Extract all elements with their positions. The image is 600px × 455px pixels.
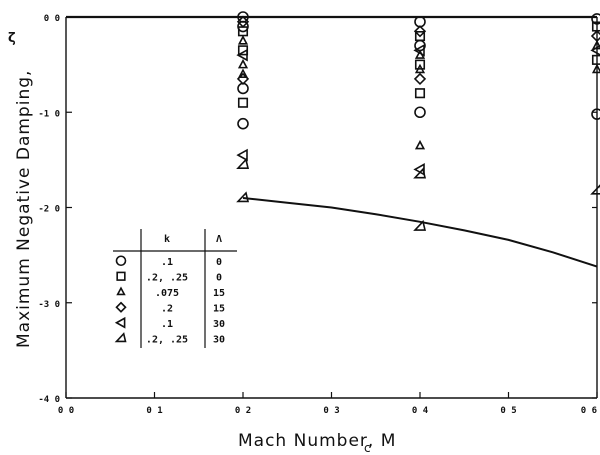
- data-point-square: [414, 88, 426, 99]
- data-point-square: [414, 30, 426, 42]
- data-point-diamond: [413, 72, 427, 86]
- fit-curve: [242, 197, 598, 268]
- x-tick-label: 0 4: [412, 406, 429, 416]
- data-point-triangle-left: [413, 43, 425, 57]
- legend-lambda-value: 30: [213, 319, 225, 330]
- y-axis-ticks: 0 0 -1 0 -2 0 -3 0 -4 0: [38, 14, 597, 405]
- x-tick-label: 0 0: [58, 406, 74, 416]
- legend-symbol-circle: [115, 255, 127, 267]
- fit-curve-layer: [242, 197, 598, 268]
- data-point-triangle-small: [237, 35, 249, 45]
- legend-k-value: .075: [155, 288, 179, 299]
- x-tick-label: 0 2: [235, 406, 251, 416]
- y-tick-label: 0 0: [44, 14, 60, 24]
- data-point-triangle-flag: [413, 167, 427, 179]
- legend-header-lambda: Λ: [216, 234, 222, 245]
- data-point-circle: [237, 117, 249, 130]
- data-point-diamond: [236, 15, 250, 28]
- data-point-triangle-left: [236, 148, 248, 162]
- x-tick-label: 0 3: [323, 406, 339, 416]
- data-point-triangle-small: [591, 63, 600, 74]
- y-tick-label: -4 0: [38, 395, 60, 405]
- legend-k-value: .1: [161, 257, 173, 268]
- y-axis-title: Maximum Negative Damping,: [14, 70, 34, 348]
- legend-k-value: .1: [161, 319, 173, 330]
- data-point-triangle-left: [590, 44, 600, 56]
- legend-lambda-value: 0: [216, 272, 222, 283]
- data-point-square: [414, 59, 426, 70]
- legend-symbol-triangle-flag: [114, 332, 127, 343]
- legend-symbol-square: [116, 271, 126, 281]
- legend-symbol-diamond: [115, 301, 127, 313]
- data-point-triangle-small: [414, 63, 426, 74]
- y-tick-label: -1 0: [38, 109, 60, 119]
- legend: k Λ .1 0 .2, .25 0 .075 15 .2 15 .1 30 .2, .25 30: [113, 229, 237, 348]
- data-point-circle: [591, 108, 600, 120]
- y-tick-label: -2 0: [38, 205, 60, 215]
- data-point-triangle-flag: [413, 219, 427, 231]
- legend-lambda-value: 15: [213, 288, 225, 299]
- legend-k-value: .2: [161, 303, 173, 314]
- legend-header-k: k: [164, 234, 170, 245]
- data-point-triangle-left: [236, 48, 248, 62]
- data-point-square: [237, 97, 249, 108]
- y-tick-label: -3 0: [38, 300, 60, 310]
- x-tick-label: 0 5: [500, 406, 516, 416]
- legend-lambda-value: 15: [213, 303, 225, 314]
- legend-k-value: .2, .25: [146, 334, 188, 345]
- data-point-triangle-small: [237, 58, 249, 69]
- data-point-diamond: [236, 72, 250, 86]
- x-axis-ticks: 0 0 0 1 0 2 0 3 0 4 0 5 0 6: [58, 392, 598, 416]
- x-tick-label: 0 6: [581, 406, 597, 416]
- legend-lambda-value: 0: [216, 257, 222, 268]
- data-points: [236, 11, 600, 231]
- legend-symbol-triangle-small: [116, 286, 126, 296]
- data-point-triangle-flag: [590, 184, 600, 195]
- legend-symbol-triangle-left: [114, 316, 126, 329]
- x-axis-title-subscript: c: [364, 441, 372, 455]
- data-point-triangle-flag: [236, 158, 250, 169]
- data-point-triangle-small: [237, 68, 249, 78]
- data-point-circle: [414, 106, 426, 119]
- data-point-triangle-small: [414, 139, 426, 150]
- data-point-triangle-small: [591, 39, 600, 50]
- x-tick-label: 0 1: [146, 406, 162, 416]
- y-axis-title-symbol: ζ: [8, 31, 17, 46]
- data-point-circle: [591, 13, 600, 25]
- x-axis-title: Mach Number, M: [238, 431, 396, 451]
- data-point-triangle-flag: [236, 191, 250, 203]
- data-point-diamond: [590, 29, 600, 43]
- legend-lambda-value: 30: [213, 334, 225, 345]
- legend-k-value: .2, .25: [146, 272, 188, 283]
- data-point-diamond: [413, 25, 427, 38]
